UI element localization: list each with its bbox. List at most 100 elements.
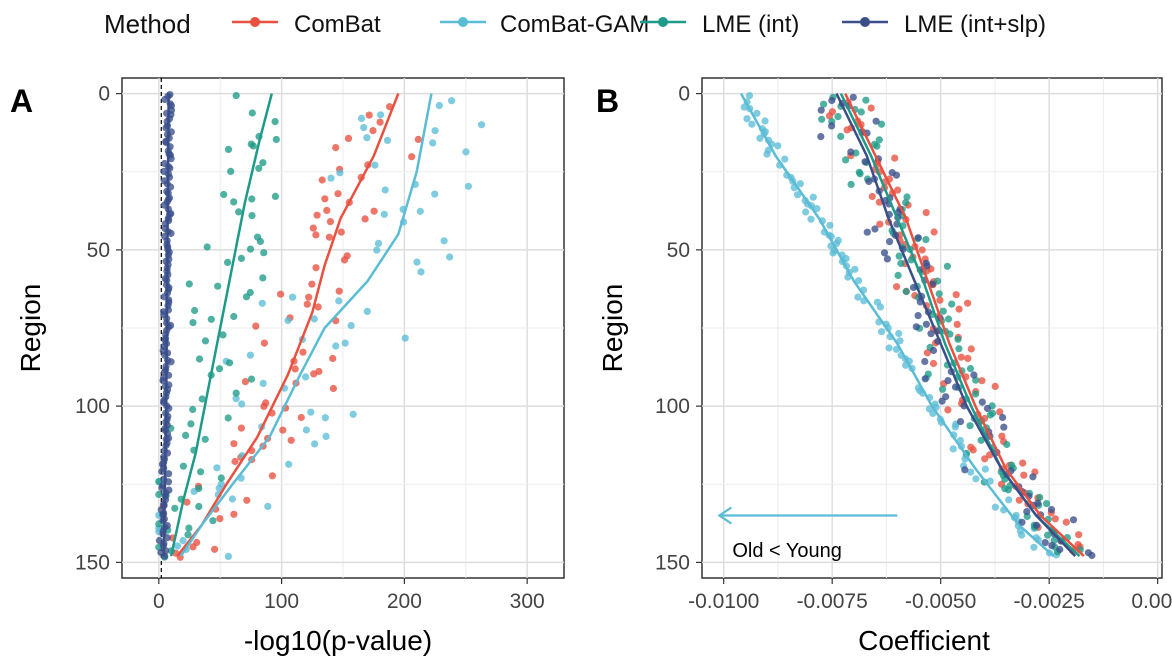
data-point (842, 156, 850, 164)
data-point (360, 124, 368, 132)
data-point (892, 171, 901, 179)
data-point (215, 484, 223, 492)
panel-b-axes: -0.0100 -0.0075 -0.0050 -0.0025 0.000 0 50 100 1… (655, 83, 1172, 613)
data-point (894, 271, 902, 279)
legend-label: LME (int) (702, 11, 799, 38)
data-point (927, 330, 935, 338)
data-point (847, 180, 855, 188)
data-point (326, 218, 334, 226)
data-point (967, 345, 975, 353)
data-point (856, 170, 864, 178)
data-point (246, 245, 255, 253)
data-point (964, 299, 972, 307)
data-point (843, 126, 851, 134)
legend-item: LME (int+slp) (842, 11, 1046, 38)
x-tick-label: 0 (153, 590, 165, 613)
data-point (255, 164, 263, 172)
data-point (986, 411, 994, 419)
data-point (271, 192, 279, 200)
data-point (383, 136, 392, 144)
data-point (246, 351, 254, 359)
data-point (825, 112, 834, 120)
y-tick-label: 150 (75, 551, 110, 574)
data-point (923, 349, 932, 357)
data-point (289, 293, 297, 301)
data-point (381, 186, 389, 194)
data-point (256, 237, 264, 245)
data-point (232, 92, 240, 100)
data-point (903, 193, 911, 201)
data-point (299, 348, 307, 356)
data-point (312, 231, 320, 239)
legend-label: ComBat (294, 11, 381, 38)
data-point (323, 206, 331, 214)
data-point (260, 339, 268, 347)
data-point (1033, 521, 1041, 529)
data-point (991, 503, 1000, 511)
data-point (435, 101, 443, 110)
data-point (363, 134, 371, 142)
data-point (978, 398, 986, 406)
data-point (248, 109, 256, 117)
data-point (259, 379, 267, 387)
data-point (781, 155, 789, 163)
data-point (1003, 440, 1011, 449)
data-point (302, 426, 310, 434)
data-point (946, 330, 954, 338)
data-point (763, 150, 771, 158)
data-point (198, 395, 206, 403)
data-point (321, 414, 329, 422)
data-point (939, 385, 947, 393)
panel-b-grid (702, 78, 1162, 578)
data-point (184, 531, 192, 539)
x-tick-label: -0.0100 (688, 590, 759, 613)
data-point (966, 365, 975, 373)
data-point (182, 431, 190, 439)
data-point (337, 228, 345, 236)
y-tick-label: 0 (678, 83, 690, 106)
data-point (408, 153, 416, 161)
data-point (376, 118, 384, 126)
data-point (955, 345, 963, 353)
data-point (314, 303, 322, 311)
data-point (847, 148, 855, 156)
data-point (1043, 500, 1051, 508)
data-point (865, 177, 873, 186)
data-point (259, 274, 267, 282)
legend-label: ComBat-GAM (500, 11, 649, 38)
data-point (332, 342, 340, 350)
data-point (880, 249, 889, 257)
data-point (155, 490, 163, 499)
data-point (363, 307, 371, 315)
data-point (743, 115, 751, 123)
data-point (310, 315, 318, 323)
data-point (1005, 496, 1013, 504)
legend-marker (860, 17, 870, 27)
data-point (817, 106, 825, 114)
data-point (167, 229, 175, 237)
data-point (834, 113, 842, 121)
data-point (818, 115, 826, 123)
legend-marker (250, 17, 260, 27)
data-point (370, 207, 378, 215)
data-point (922, 236, 930, 244)
panel-a-lines (162, 93, 433, 557)
data-point (307, 408, 315, 416)
data-point (429, 139, 437, 147)
data-point (431, 190, 439, 198)
x-tick-label: 100 (264, 590, 299, 613)
data-point (260, 402, 268, 410)
data-point (1000, 423, 1008, 431)
data-point (849, 93, 857, 101)
data-point (1069, 516, 1078, 524)
trend-line (162, 93, 170, 557)
data-point (944, 315, 953, 323)
panel-a-axes: 0 100 200 300 0 50 100 150 (75, 83, 545, 613)
panel-a: A 0 100 200 300 0 50 100 150 -log10(p-value) Re… (10, 77, 565, 656)
data-point (285, 460, 293, 468)
data-point (232, 395, 240, 403)
data-point (876, 303, 885, 311)
data-point (914, 234, 922, 242)
data-point (922, 320, 931, 328)
data-point (820, 100, 828, 108)
